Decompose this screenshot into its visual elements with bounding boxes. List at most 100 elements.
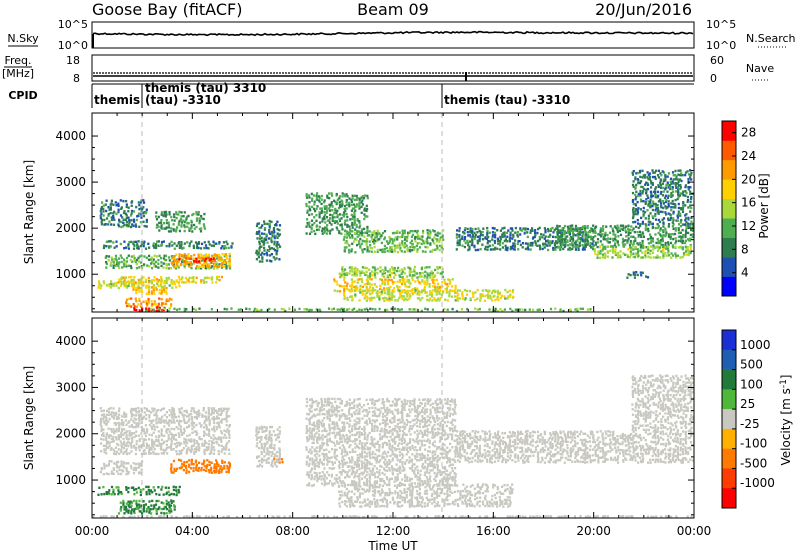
velocity-cell xyxy=(152,410,154,412)
power-cell xyxy=(661,238,663,240)
velocity-cell xyxy=(132,420,134,422)
power-cell xyxy=(690,201,692,203)
power-cell xyxy=(418,294,420,296)
velocity-cell xyxy=(191,449,193,451)
power-cell xyxy=(137,284,139,286)
power-cell xyxy=(496,248,498,250)
power-cell xyxy=(622,238,624,240)
power-cell xyxy=(428,266,430,268)
velocity-cell xyxy=(152,419,154,421)
power-colorbar-tick-label: 20 xyxy=(741,172,756,186)
velocity-cell xyxy=(183,410,185,412)
power-cell xyxy=(477,240,479,242)
power-cell xyxy=(634,176,636,178)
velocity-cell xyxy=(106,491,108,493)
power-cell xyxy=(431,270,433,272)
power-cell xyxy=(393,276,395,278)
power-cell xyxy=(158,229,160,231)
power-cell xyxy=(348,197,350,199)
power-cell xyxy=(479,308,481,310)
power-cell xyxy=(200,227,202,229)
velocity-cell xyxy=(185,465,187,467)
power-cell xyxy=(489,232,491,234)
power-cell xyxy=(351,295,353,297)
power-cell xyxy=(133,307,135,309)
power-cell xyxy=(628,237,630,239)
power-cell xyxy=(215,243,217,245)
power-cell xyxy=(182,220,184,222)
velocity-cell xyxy=(180,459,182,461)
power-cell xyxy=(464,227,466,229)
power-cell xyxy=(494,240,496,242)
velocity-cell xyxy=(276,455,278,457)
power-cell xyxy=(173,228,175,230)
power-cell xyxy=(582,233,584,235)
velocity-cell xyxy=(193,445,195,447)
power-cell xyxy=(690,178,692,180)
power-cell xyxy=(477,249,479,251)
power-cell xyxy=(346,240,348,242)
power-cell xyxy=(426,240,428,242)
velocity-cell xyxy=(107,441,109,443)
power-cell xyxy=(675,199,677,201)
velocity-cell xyxy=(210,467,212,469)
power-cell xyxy=(624,239,626,241)
velocity-cell xyxy=(212,434,214,436)
velocity-cell xyxy=(135,408,137,410)
power-cell xyxy=(662,221,664,223)
power-cell xyxy=(126,281,128,283)
power-cell xyxy=(640,208,642,210)
power-cell xyxy=(314,201,316,203)
velocity-cell xyxy=(266,461,268,463)
power-cell xyxy=(273,256,275,258)
power-cell xyxy=(153,258,155,260)
power-cell xyxy=(170,298,172,300)
velocity-cell xyxy=(162,449,164,451)
power-cell xyxy=(650,186,652,188)
power-cell xyxy=(524,232,526,234)
power-cell xyxy=(396,244,398,246)
power-cell xyxy=(652,203,654,205)
velocity-cell xyxy=(125,415,127,417)
power-cell xyxy=(416,272,418,274)
velocity-cell xyxy=(211,444,213,446)
power-cell xyxy=(442,291,444,293)
velocity-cell xyxy=(266,426,268,428)
power-cell xyxy=(532,242,534,244)
power-cell xyxy=(258,256,260,258)
power-cell xyxy=(169,308,171,310)
velocity-cell xyxy=(198,436,200,438)
power-cell xyxy=(354,232,356,234)
power-cell xyxy=(363,213,365,215)
power-cell xyxy=(346,272,348,274)
power-cell xyxy=(466,240,468,242)
power-cell xyxy=(218,265,220,267)
power-cell xyxy=(392,289,394,291)
power-cell xyxy=(178,224,180,226)
velocity-cell xyxy=(140,504,142,506)
power-cell xyxy=(657,238,659,240)
velocity-cell xyxy=(208,469,210,471)
velocity-cell xyxy=(179,486,181,488)
power-cell xyxy=(421,297,423,299)
power-cell xyxy=(279,233,281,235)
power-cell xyxy=(333,308,335,310)
power-cell xyxy=(359,289,361,291)
power-cell xyxy=(161,241,163,243)
power-cell xyxy=(609,241,611,243)
power-cell xyxy=(148,277,150,279)
power-cell xyxy=(630,248,632,250)
power-cell xyxy=(358,220,360,222)
velocity-cell xyxy=(278,436,280,438)
velocity-cell xyxy=(225,471,227,473)
power-cell xyxy=(537,309,539,311)
power-cell xyxy=(474,291,476,293)
power-cell xyxy=(652,252,654,254)
power-cell xyxy=(649,178,651,180)
velocity-cell xyxy=(173,504,175,506)
power-cell xyxy=(399,232,401,234)
power-cell xyxy=(340,233,342,235)
velocity-cell xyxy=(125,508,127,510)
velocity-cell xyxy=(228,415,230,417)
power-cell xyxy=(506,249,508,251)
